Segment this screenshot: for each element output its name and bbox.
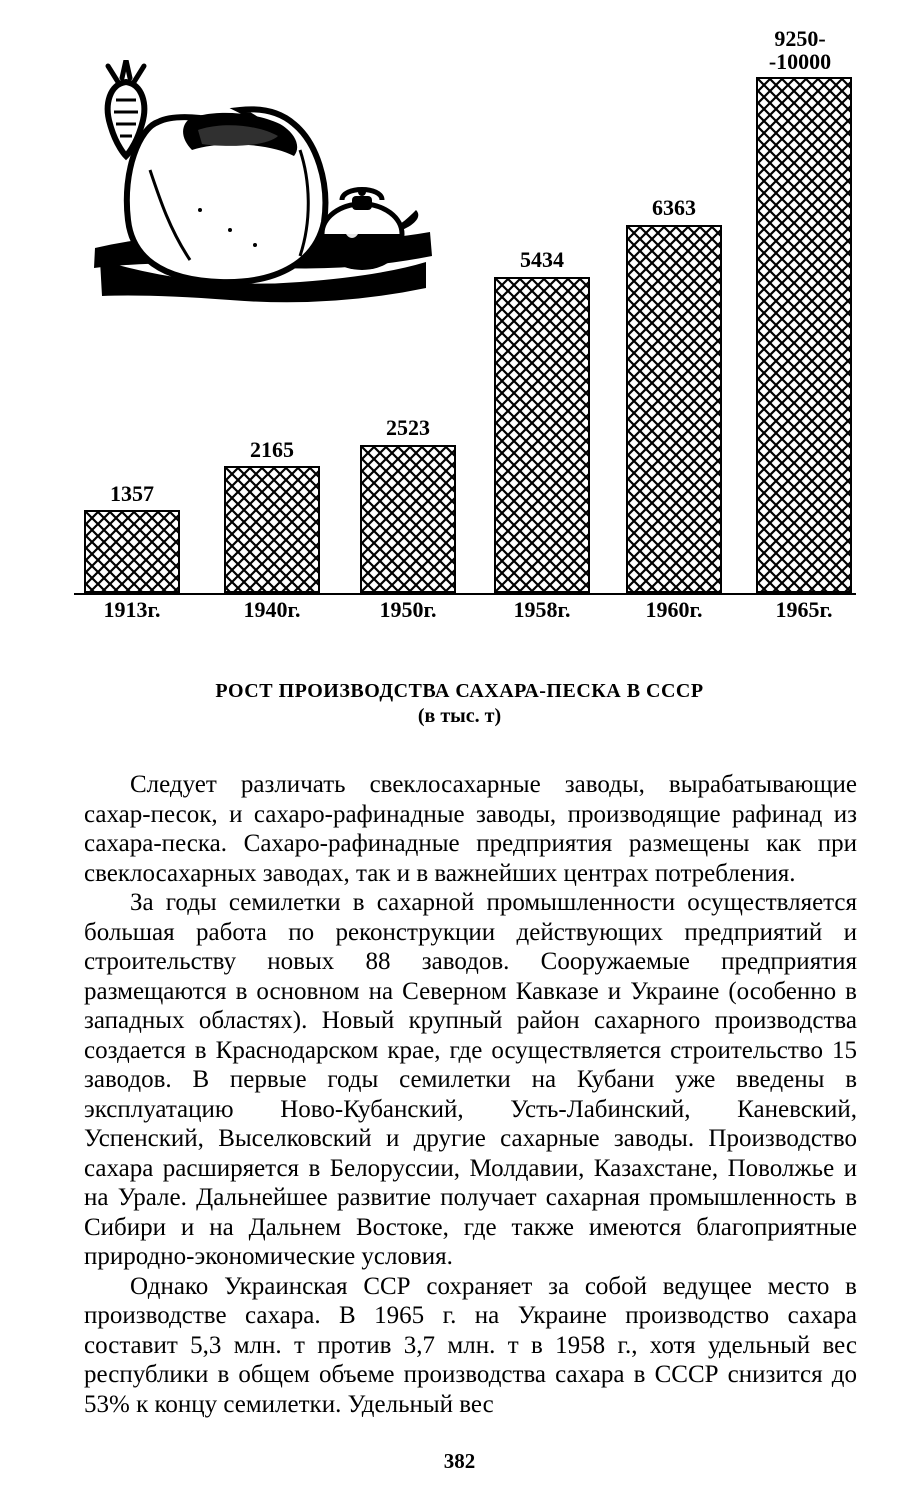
bar-value-1965: 9250- -10000: [730, 27, 870, 73]
bar-1960: [626, 225, 722, 593]
chart-subtitle: (в тыс. т): [0, 705, 919, 728]
paragraph-3: Однако Украинская ССР сохраняет за собой…: [84, 1272, 857, 1420]
paragraph-1: Следует различать свеклосахарные заводы,…: [84, 770, 857, 888]
bar-year-1950: 1950г.: [338, 597, 478, 623]
chart-title: РОСТ ПРОИЗВОДСТВА САХАРА-ПЕСКА В СССР: [0, 680, 919, 703]
bar-year-1913: 1913г.: [62, 597, 202, 623]
page-number: 382: [0, 1449, 919, 1474]
bar-value-1958: 5434: [472, 248, 612, 271]
bar-year-1965: 1965г.: [734, 597, 874, 623]
bar-year-1960: 1960г.: [604, 597, 744, 623]
bar-1958: [494, 277, 590, 593]
bar-value-1940: 2165: [202, 438, 342, 461]
x-axis-line: [74, 593, 856, 596]
bar-year-1958: 1958г.: [472, 597, 612, 623]
paragraph-2: За годы семилетки в сахарной промышленно…: [84, 888, 857, 1272]
page: 1357 1913г. 2165 1940г. 2523 1950г. 5434…: [0, 0, 919, 1500]
bar-year-1940: 1940г.: [202, 597, 342, 623]
bar-value-1960: 6363: [604, 196, 744, 219]
bar-1950: [360, 445, 456, 593]
bar-value-1950: 2523: [338, 416, 478, 439]
body-text: Следует различать свеклосахарные заводы,…: [84, 770, 857, 1419]
bar-1913: [84, 510, 180, 593]
chart-caption: РОСТ ПРОИЗВОДСТВА САХАРА-ПЕСКА В СССР (в…: [0, 680, 919, 728]
chart-area: 1357 1913г. 2165 1940г. 2523 1950г. 5434…: [80, 40, 850, 635]
bar-1965: [756, 77, 852, 593]
bar-1940: [224, 466, 320, 593]
bar-value-1913: 1357: [62, 482, 202, 505]
bar-row: 1357 1913г. 2165 1940г. 2523 1950г. 5434…: [80, 45, 850, 635]
